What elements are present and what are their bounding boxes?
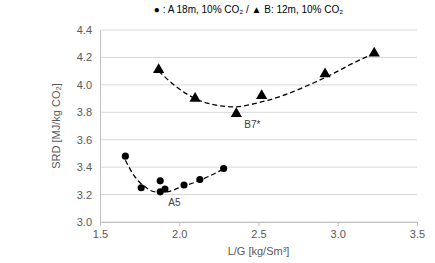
point (180, 181, 187, 188)
tick: 2.5 (251, 222, 266, 240)
grid-line (100, 84, 417, 85)
annotation: A5 (168, 197, 181, 208)
tick-label: 4.4 (77, 24, 92, 36)
tick: 4.2 (77, 51, 100, 63)
grid-line (100, 194, 417, 195)
tick-mark (100, 222, 101, 226)
tick-label: 1.5 (93, 228, 108, 240)
point (138, 184, 145, 191)
point (220, 165, 227, 172)
tick-label: 3.0 (77, 216, 92, 228)
tick: 2.0 (172, 222, 187, 240)
tick-mark (338, 222, 339, 226)
annotation: B7* (244, 119, 260, 130)
tick: 3.4 (77, 161, 100, 173)
tick: 4.4 (77, 24, 100, 36)
plot-area: 1.5 2.0 2.5 3.0 3.5 3.0 3.2 3.4 3.6 3.8 4.0 4.2 4.4 A… (77, 24, 425, 240)
tick-label: 3.4 (77, 161, 92, 173)
x-axis: 1.5 2.0 2.5 3.0 3.5 (93, 222, 425, 240)
y-axis: 3.0 3.2 3.4 3.6 3.8 4.0 4.2 4.4 (77, 24, 101, 228)
tick-mark (259, 222, 260, 226)
tick-label: 3.0 (331, 228, 346, 240)
tick-label: 2.0 (172, 228, 187, 240)
point (157, 177, 164, 184)
tick: 3.2 (77, 189, 100, 201)
tick: 1.5 (93, 222, 108, 240)
marks (122, 47, 380, 196)
point (256, 89, 267, 99)
grid-line (100, 30, 417, 31)
tick: 3.0 (77, 216, 100, 228)
tick-label: 3.5 (410, 228, 425, 240)
tick-label: 3.2 (77, 189, 92, 201)
point (231, 107, 242, 117)
tick: 4.0 (77, 79, 100, 91)
tick-label: 3.8 (77, 106, 92, 118)
tick-mark (417, 222, 418, 226)
grid-y (100, 30, 417, 222)
tick-label: 4.0 (77, 79, 92, 91)
trend-line (159, 53, 375, 106)
tick-label: 3.6 (77, 134, 92, 146)
tick-mark (179, 222, 180, 226)
chart: 1.5 2.0 2.5 3.0 3.5 3.0 3.2 3.4 3.6 3.8 4.0 4.2 4.4 A… (0, 0, 435, 263)
point (122, 153, 129, 160)
y-axis-title: SRD [MJ/kg CO₂] (50, 83, 62, 169)
axis-line (100, 31, 101, 223)
tick: 3.5 (410, 222, 425, 240)
tick: 3.6 (77, 134, 100, 146)
trend-line (125, 160, 226, 192)
tick: 3.0 (331, 222, 346, 240)
grid-line (100, 167, 417, 168)
x-axis-title: L/G [kg/Sm³] (228, 245, 290, 257)
tick-label: 2.5 (251, 228, 266, 240)
grid-line (100, 57, 417, 58)
axis-line (101, 223, 418, 227)
grid-line (100, 112, 417, 113)
grid-line (100, 139, 417, 140)
title: ● : A 18m, 10% CO₂ / ▲ B: 12m, 10% CO₂ (154, 4, 343, 15)
tick-label: 4.2 (77, 51, 92, 63)
tick: 3.8 (77, 106, 100, 118)
